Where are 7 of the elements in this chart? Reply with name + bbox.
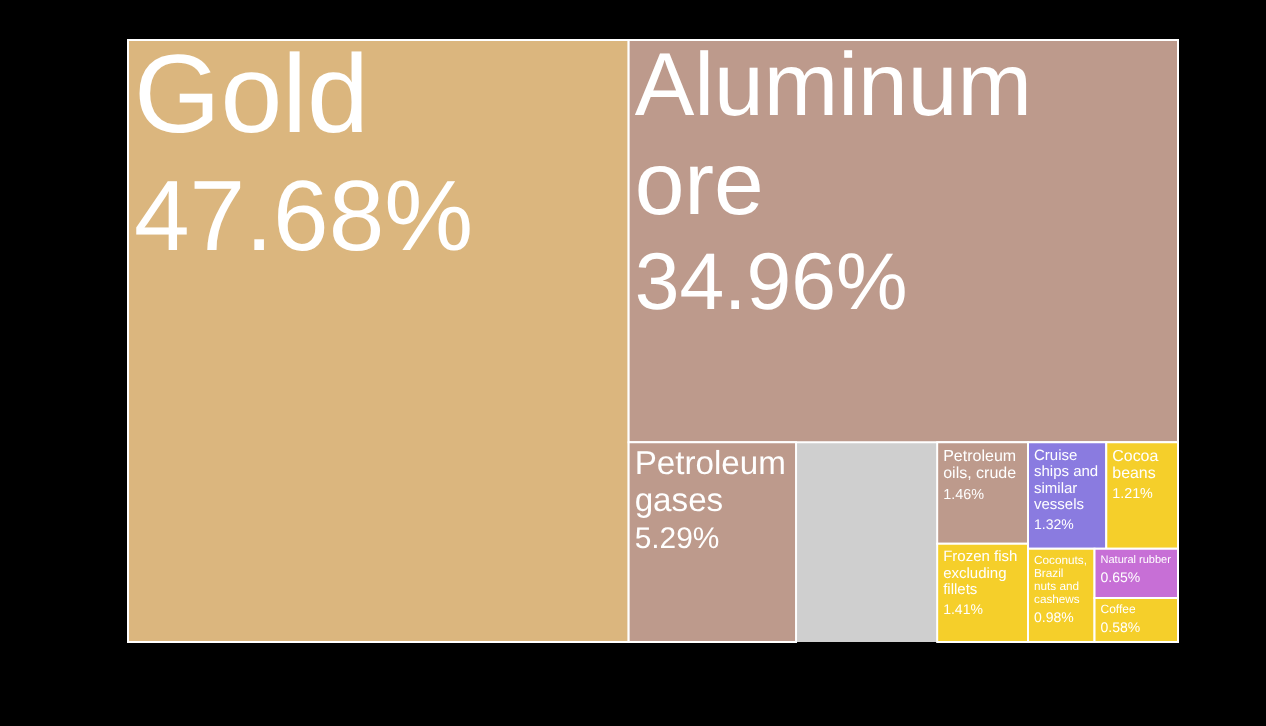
data-label: 47.68% [134, 159, 474, 272]
data-label: 5.29% [634, 522, 720, 557]
category-label: Petroleum oils, crude [943, 446, 1018, 483]
category-label: Gold [134, 32, 369, 157]
category-label: Petroleum gases [634, 444, 786, 519]
data-label: 34.96% [634, 237, 908, 328]
category-label: Aluminum ore [634, 37, 1032, 234]
